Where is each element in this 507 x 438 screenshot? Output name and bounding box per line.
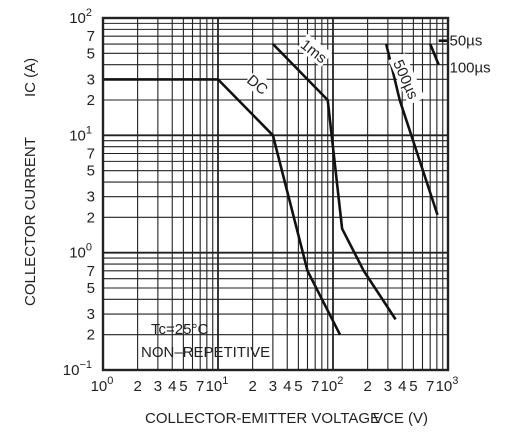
y-tick-label: 3 — [87, 71, 95, 88]
series-label-DC: DC — [243, 69, 273, 99]
y-tick-label: 7 — [87, 263, 95, 280]
x-tick-label: 2 — [363, 378, 371, 395]
x-tick-label: 7 — [311, 378, 319, 395]
x-tick-label: 103 — [436, 375, 459, 395]
series-line-100s — [428, 43, 440, 66]
x-tick-label: 7 — [426, 378, 434, 395]
x-tick-label: 101 — [206, 375, 229, 395]
y-tick-label: 5 — [87, 163, 95, 180]
x-tick-label: 100 — [91, 375, 114, 395]
series-lines — [103, 39, 448, 336]
y-axis-symbol: IC (A) — [22, 58, 39, 97]
x-tick-label: 4 — [398, 378, 406, 395]
x-tick-label: 3 — [269, 378, 277, 395]
axis-labels: COLLECTOR-EMITTER VOLTAGE VCE (V) COLLEC… — [22, 58, 428, 427]
y-tick-label: 101 — [69, 124, 92, 144]
y-tick-label: 2 — [87, 209, 95, 226]
x-tick-label: 3 — [154, 378, 162, 395]
x-tick-label: 7 — [196, 378, 204, 395]
y-tick-label: 3 — [87, 189, 95, 206]
series-label-text: 50µs — [450, 33, 483, 50]
x-tick-label: 5 — [179, 378, 187, 395]
series-label-text: 100µs — [450, 59, 491, 76]
y-axis-label: COLLECTOR CURRENT — [22, 137, 39, 306]
y-tick-label: 3 — [87, 306, 95, 323]
x-tick-label: 5 — [294, 378, 302, 395]
series-line-DC — [103, 78, 342, 336]
x-tick-label: 4 — [283, 378, 291, 395]
x-tick-label: 3 — [384, 378, 392, 395]
x-axis-symbol: VCE (V) — [373, 410, 428, 427]
x-tick-label: 2 — [133, 378, 141, 395]
series-label-bg — [296, 33, 333, 68]
x-tick-label: 4 — [168, 378, 176, 395]
series-line-1ms — [271, 43, 397, 321]
y-tick-label: 102 — [69, 7, 92, 27]
y-tick-label: 7 — [87, 146, 95, 163]
y-tick-label: 5 — [87, 45, 95, 62]
annotation-non-repetitive: NON–REPETITIVE — [141, 344, 270, 361]
x-axis-label: COLLECTOR-EMITTER VOLTAGE — [145, 410, 380, 427]
x-tick-label: 2 — [248, 378, 256, 395]
series-label-bg — [243, 69, 273, 98]
y-tick-label: 5 — [87, 280, 95, 297]
plot-border — [101, 16, 450, 372]
y-tick-label: 2 — [87, 92, 95, 109]
series-label-bg — [388, 52, 425, 106]
y-tick-label: 2 — [87, 327, 95, 344]
series-label-1ms: 1ms — [296, 33, 333, 68]
y-tick-label: 7 — [87, 28, 95, 45]
annotations: Tc=25°C NON–REPETITIVE — [141, 321, 270, 361]
y-tick-label: 100 — [69, 242, 92, 262]
tick-labels: 100 2 3 4 5 7 101 2 3 4 5 7 102 2 3 4 5 7 10310−1235710023… — [63, 7, 459, 395]
series-label-100s: 100µs — [450, 59, 491, 76]
annotation-tc: Tc=25°C — [151, 321, 208, 338]
y-tick-label: 10−1 — [63, 359, 92, 379]
series-label-50s: 50µs — [450, 33, 483, 50]
series-label-text: 1ms — [297, 36, 330, 67]
series-label-text: DC — [243, 72, 271, 99]
x-tick-label: 5 — [409, 378, 417, 395]
plot-frame — [101, 16, 450, 372]
x-tick-label: 102 — [321, 375, 344, 395]
